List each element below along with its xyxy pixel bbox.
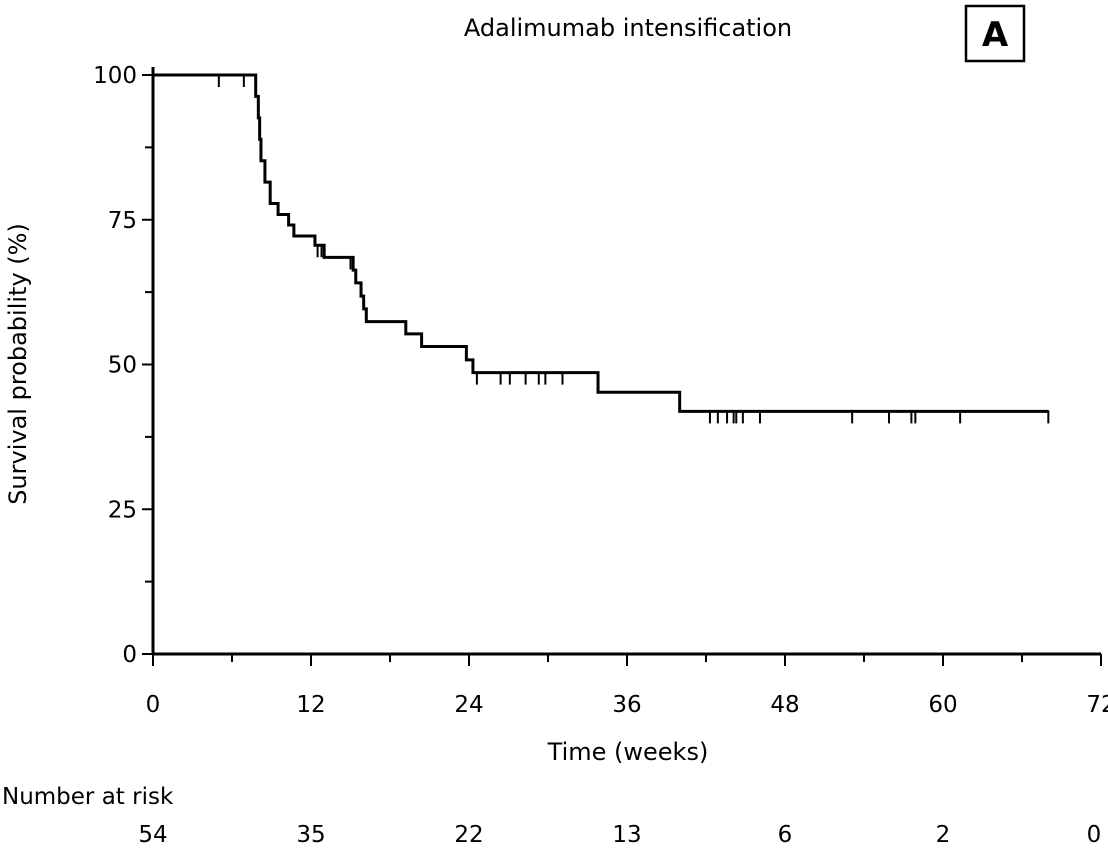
x-axis-ticks: 0 12 24 36 48 60 72 — [146, 654, 1108, 718]
survival-step-line — [153, 73, 1049, 413]
panel-label-box — [964, 4, 1026, 63]
x-tick-label: 36 — [612, 692, 641, 718]
number-at-risk-value: 2 — [936, 822, 951, 848]
x-tick-label: 12 — [296, 692, 325, 718]
number-at-risk-value: 6 — [778, 822, 793, 848]
y-tick-label: 75 — [108, 208, 137, 234]
panel-label: A — [982, 15, 1009, 55]
y-tick-label: 25 — [108, 497, 137, 523]
x-tick-label: 0 — [146, 692, 161, 718]
y-tick-label: 0 — [122, 642, 137, 668]
number-at-risk-value: 22 — [454, 822, 483, 848]
chart-title: Adalimumab intensification — [464, 14, 792, 42]
y-tick-label: 100 — [93, 63, 137, 89]
x-axis-label: Time (weeks) — [547, 738, 709, 766]
x-tick-label: 72 — [1086, 692, 1108, 718]
survival-curve — [153, 73, 1049, 413]
number-at-risk-value: 13 — [612, 822, 641, 848]
x-tick-label: 24 — [454, 692, 483, 718]
number-at-risk-value: 0 — [1087, 822, 1102, 848]
x-tick-label: 48 — [770, 692, 799, 718]
y-tick-label: 50 — [108, 353, 137, 379]
number-at-risk-value: 54 — [138, 822, 167, 848]
axes — [151, 67, 1101, 656]
y-axis-ticks: 0 25 50 75 100 — [93, 63, 153, 668]
number-at-risk-value: 35 — [296, 822, 325, 848]
number-at-risk-row: 54 35 22 13 6 2 0 — [138, 822, 1101, 848]
x-tick-label: 60 — [928, 692, 957, 718]
y-axis-label: Survival probability (%) — [4, 223, 32, 505]
number-at-risk-label: Number at risk — [2, 784, 174, 810]
censor-marks — [217, 74, 1050, 424]
